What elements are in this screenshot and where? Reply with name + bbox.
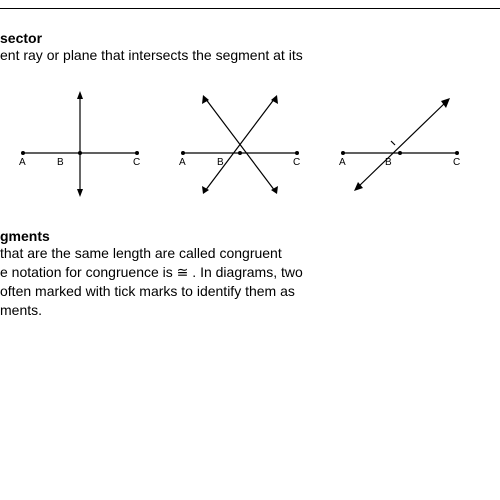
- label-a: A: [339, 157, 346, 168]
- section-congruent-heading: gments: [0, 228, 500, 244]
- label-c: C: [133, 157, 140, 168]
- line4: ments.: [0, 301, 500, 320]
- page-content: sector ent ray or plane that intersects …: [0, 0, 500, 319]
- diagram-x-bisector: A B C: [165, 83, 315, 198]
- diagram-perpendicular: A B C: [5, 83, 155, 198]
- section-congruent-body: that are the same length are called cong…: [0, 244, 500, 320]
- diagram-row: A B C A B C A: [0, 83, 500, 198]
- label-b: B: [385, 157, 392, 168]
- label-c: C: [453, 157, 460, 168]
- line2: e notation for congruence is ≅ . In diag…: [0, 263, 500, 282]
- line3: often marked with tick marks to identify…: [0, 282, 500, 301]
- label-a: A: [179, 157, 186, 168]
- label-a: A: [19, 157, 26, 168]
- label-b: B: [217, 157, 224, 168]
- section-bisector-heading: sector: [0, 30, 500, 46]
- diagram-slanted: A B C: [325, 83, 475, 198]
- line1: that are the same length are called cong…: [0, 244, 500, 263]
- label-b: B: [57, 157, 64, 168]
- section-bisector-body: ent ray or plane that intersects the seg…: [0, 46, 500, 65]
- label-c: C: [293, 157, 300, 168]
- section-bisector: sector ent ray or plane that intersects …: [0, 30, 500, 65]
- top-rule: [0, 8, 500, 9]
- section-congruent: gments that are the same length are call…: [0, 228, 500, 320]
